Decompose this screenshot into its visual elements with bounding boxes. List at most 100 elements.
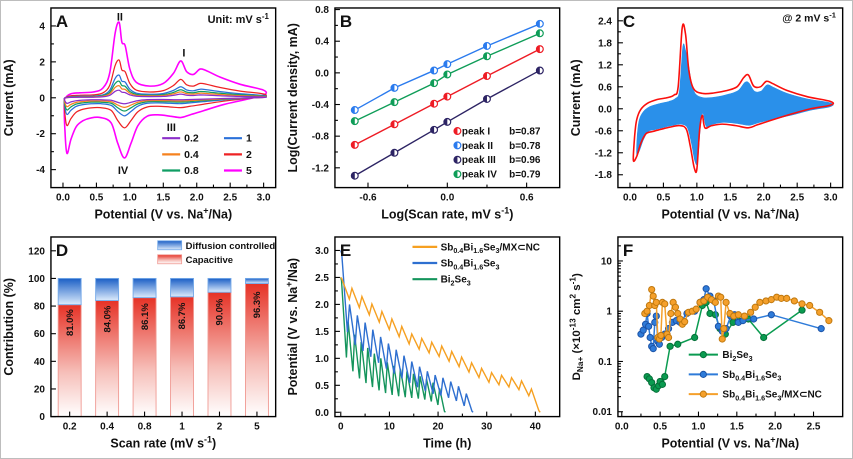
svg-text:1.5: 1.5 [156,193,170,204]
svg-text:1: 1 [246,134,252,145]
svg-text:E: E [340,240,351,259]
svg-text:0.1: 0.1 [598,356,612,367]
panel-A-cv-scan-rate-chart: 0.0 0.5 1.0 1.5 2.0 2.5 3.0 -4 -2 0 2 4 Potential (V… [1,1,285,230]
svg-text:-1.8: -1.8 [595,170,613,181]
svg-text:90.0%: 90.0% [215,298,226,325]
svg-text:III: III [167,122,176,134]
legend-B: peak I b=0.87 peak II b=0.78 peak III b=0.96 p… [453,127,541,181]
svg-text:b=0.87: b=0.87 [509,127,541,138]
axis-labels: 0.2 0.4 0.8 1 2 5 0 20 40 60 80 100 120 Scan rate (mV… [2,240,260,450]
svg-text:0.0: 0.0 [56,193,70,204]
svg-text:40: 40 [34,356,46,367]
svg-text:40: 40 [529,421,541,432]
svg-text:3.0: 3.0 [824,193,838,204]
svg-text:0.5: 0.5 [315,380,329,391]
svg-text:0.5: 0.5 [657,193,671,204]
svg-text:1.8: 1.8 [598,38,612,49]
svg-text:0.0: 0.0 [623,193,637,204]
svg-text:DNa+ (×10-13 cm2 s-1): DNa+ (×10-13 cm2 s-1) [569,273,586,380]
svg-text:0.5: 0.5 [89,193,103,204]
svg-text:2.5: 2.5 [807,421,821,432]
svg-text:-0.6: -0.6 [595,126,613,137]
axis-ticks [334,249,536,417]
svg-text:Sb0.4Bi1.6Se3: Sb0.4Bi1.6Se3 [723,369,782,382]
svg-text:C: C [623,12,635,31]
axis-labels: 0.0 0.5 1.0 1.5 2.0 2.5 3.0 -4 -2 0 2 4 Potential (V… [2,12,271,222]
svg-text:86.1%: 86.1% [140,302,151,329]
svg-text:0.6: 0.6 [519,193,533,204]
svg-text:0.2: 0.2 [63,421,77,432]
svg-text:0.8: 0.8 [138,421,152,432]
svg-text:F: F [623,240,633,259]
svg-text:I: I [182,47,185,59]
svg-text:b=0.79: b=0.79 [509,170,541,181]
svg-text:20: 20 [34,384,46,395]
svg-text:0.8: 0.8 [184,166,199,177]
svg-text:86.7%: 86.7% [177,301,188,328]
svg-text:4: 4 [39,21,45,32]
legend-D: Diffusion controlled Capacitive [157,239,276,265]
svg-text:Potential (V vs. Na+/Na): Potential (V vs. Na+/Na) [285,258,300,396]
axis-ticks [618,20,832,188]
svg-text:10: 10 [601,256,613,267]
svg-text:1.5: 1.5 [315,326,329,337]
svg-text:2.0: 2.0 [315,299,329,310]
svg-text:Log(Scan rate, mV s-1): Log(Scan rate, mV s-1) [381,206,513,222]
svg-text:Scan rate (mV s-1): Scan rate (mV s-1) [110,434,216,450]
svg-text:0.6: 0.6 [598,82,612,93]
svg-text:Diffusion controlled: Diffusion controlled [186,240,276,251]
svg-text:2.5: 2.5 [315,272,329,283]
panel-B-bvalue-fit-chart: -0.6 0.0 0.6 -1.2 -0.8 -0.4 0.0 0.4 0.8 Log(Scan … [285,1,569,230]
svg-text:3.0: 3.0 [315,245,329,256]
svg-text:0.0: 0.0 [440,193,454,204]
svg-text:Sb0.4Bi1.6Se3/MX⊂NC: Sb0.4Bi1.6Se3/MX⊂NC [723,389,822,402]
panel-D-contribution-bar-chart: 81.0% 84.0% 86.1% 86.7% 90.0% 96.3% 0.2 0.4 0.8 1… [1,230,285,459]
chart-svg-E: 0 10 20 30 40 0.0 0.5 1.0 1.5 2.0 2.5 3.0 Time (h) Po… [285,235,561,450]
svg-text:Potential (V vs. Na+/Na): Potential (V vs. Na+/Na) [94,206,232,222]
axis-ticks [618,244,815,417]
svg-text:peak IV: peak IV [462,170,497,181]
svg-text:peak II: peak II [462,141,493,152]
svg-text:Contribution (%): Contribution (%) [2,277,16,375]
svg-text:5: 5 [246,166,252,177]
svg-text:A: A [56,12,68,31]
svg-text:1.2: 1.2 [598,60,612,71]
plot-area-A [63,21,268,159]
axis-labels: 0.0 0.5 1.0 1.5 2.0 2.5 3.0 -1.8 -1.2 -0.6 0.0 0.6 1… [569,10,838,221]
svg-text:0.0: 0.0 [315,407,329,418]
plot-area-C [632,23,835,174]
svg-text:2.0: 2.0 [757,193,771,204]
svg-text:-2: -2 [36,129,45,140]
svg-text:81.0%: 81.0% [65,308,76,335]
plot-area-D [57,277,269,416]
svg-text:1: 1 [179,421,185,432]
svg-text:30: 30 [481,421,493,432]
plot-area-F [637,284,833,393]
svg-text:96.3%: 96.3% [252,290,263,317]
svg-text:0.5: 0.5 [654,421,668,432]
svg-text:20: 20 [432,421,444,432]
axis-labels: 0.0 0.5 1.0 1.5 2.0 2.5 0.01 0.1 1 10 Potential (V… [569,240,821,450]
svg-text:Time (h): Time (h) [423,436,471,450]
svg-text:2: 2 [217,421,223,432]
svg-text:-4: -4 [36,165,45,176]
axis-labels: 0 10 20 30 40 0.0 0.5 1.0 1.5 2.0 2.5 3.0 Time (h) Po… [285,240,541,450]
svg-text:peak III: peak III [462,155,496,166]
svg-text:0.8: 0.8 [315,5,329,16]
svg-text:-1.2: -1.2 [311,163,329,174]
plot-area-B [350,19,544,180]
axis-labels: -0.6 0.0 0.6 -1.2 -0.8 -0.4 0.0 0.4 0.8 Log(Scan … [286,5,534,221]
svg-text:b=0.78: b=0.78 [509,141,541,152]
axis-ticks [334,9,527,188]
svg-text:-0.6: -0.6 [359,193,377,204]
svg-text:Log(Current density, mA): Log(Current density, mA) [286,23,300,172]
svg-text:3.0: 3.0 [257,193,271,204]
svg-text:1.5: 1.5 [730,421,744,432]
svg-text:D: D [56,240,68,259]
svg-text:1.0: 1.0 [692,421,706,432]
svg-text:Sb0.4Bi1.6Se3: Sb0.4Bi1.6Se3 [440,258,499,271]
chart-svg-C: 0.0 0.5 1.0 1.5 2.0 2.5 3.0 -1.8 -1.2 -0.6 0.0 0.6 1… [569,7,844,222]
svg-text:b=0.96: b=0.96 [509,155,541,166]
svg-text:0.0: 0.0 [315,68,329,79]
